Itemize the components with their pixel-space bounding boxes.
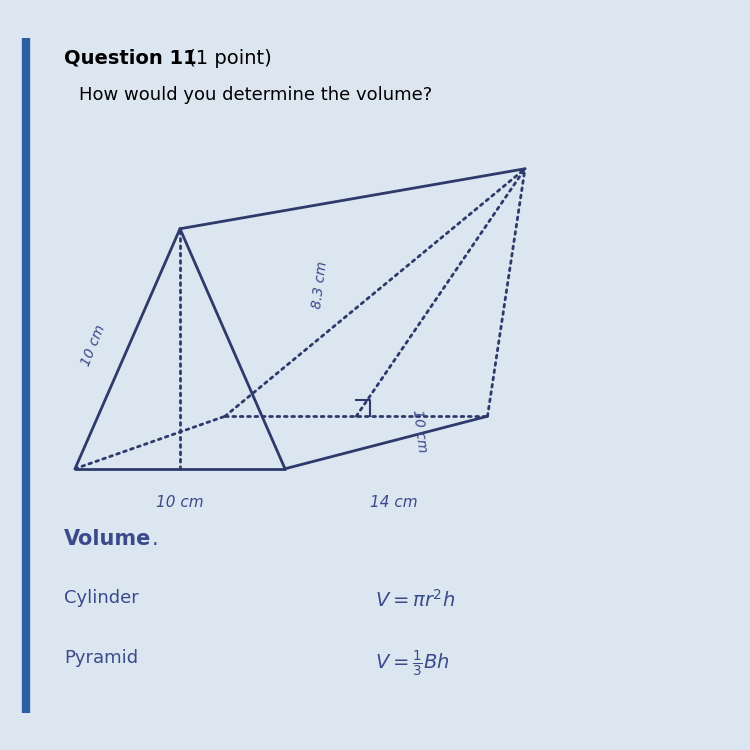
Text: 14 cm: 14 cm <box>370 495 418 510</box>
Text: 10 cm: 10 cm <box>410 409 430 454</box>
Text: 8.3 cm: 8.3 cm <box>310 260 330 310</box>
Text: Cylinder: Cylinder <box>64 589 139 607</box>
Text: Pyramid: Pyramid <box>64 649 138 667</box>
Text: 10 cm: 10 cm <box>156 495 204 510</box>
Text: $V = \pi r^2 h$: $V = \pi r^2 h$ <box>375 589 455 610</box>
Text: (1 point): (1 point) <box>182 49 272 68</box>
Text: Question 11: Question 11 <box>64 49 196 68</box>
Text: $V = \frac{1}{3} Bh$: $V = \frac{1}{3} Bh$ <box>375 649 450 679</box>
Text: How would you determine the volume?: How would you determine the volume? <box>79 86 432 104</box>
Text: .: . <box>152 529 159 549</box>
Text: Volume: Volume <box>64 529 151 549</box>
Text: 10 cm: 10 cm <box>80 322 108 368</box>
